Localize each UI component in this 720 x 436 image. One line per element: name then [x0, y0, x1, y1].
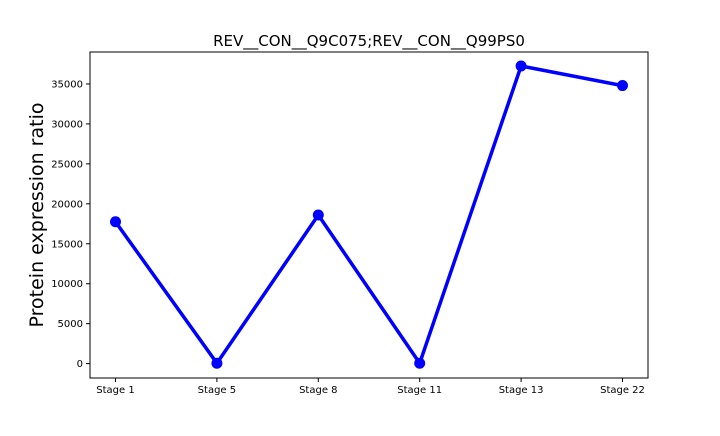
series-layer	[110, 60, 628, 369]
data-point	[211, 357, 223, 369]
y-tick-label: 35000	[51, 79, 83, 90]
x-tick-label: Stage 22	[600, 385, 645, 396]
x-axis: Stage 1 Stage 5 Stage 8 Stage 11 Stage 13 Sta…	[96, 378, 645, 396]
y-tick-label: 10000	[51, 279, 83, 290]
y-tick-label: 15000	[51, 239, 83, 250]
y-tick-label: 20000	[51, 199, 83, 210]
chart-title: REV__CON__Q9C075;REV__CON__Q99PS0	[213, 32, 525, 51]
y-axis: 0 5000 10000 15000 20000 25000 30000 35000	[51, 79, 90, 370]
series-line	[113, 64, 625, 365]
data-point	[110, 216, 121, 228]
y-axis-label: Protein expression ratio	[26, 103, 48, 328]
plot-area-frame	[89, 51, 649, 379]
x-tick-label: Stage 8	[299, 385, 337, 396]
data-point	[414, 357, 426, 369]
y-tick-label: 25000	[51, 159, 83, 170]
x-tick-label: Stage 11	[397, 385, 442, 396]
data-point	[617, 80, 628, 92]
x-tick-label: Stage 5	[198, 385, 236, 396]
data-point	[312, 209, 324, 221]
x-tick-label: Stage 1	[96, 385, 134, 396]
y-tick-label: 30000	[51, 119, 83, 130]
y-tick-label: 0	[77, 359, 83, 370]
x-tick-label: Stage 13	[499, 385, 544, 396]
y-tick-label: 5000	[58, 319, 83, 330]
data-point	[515, 60, 527, 72]
